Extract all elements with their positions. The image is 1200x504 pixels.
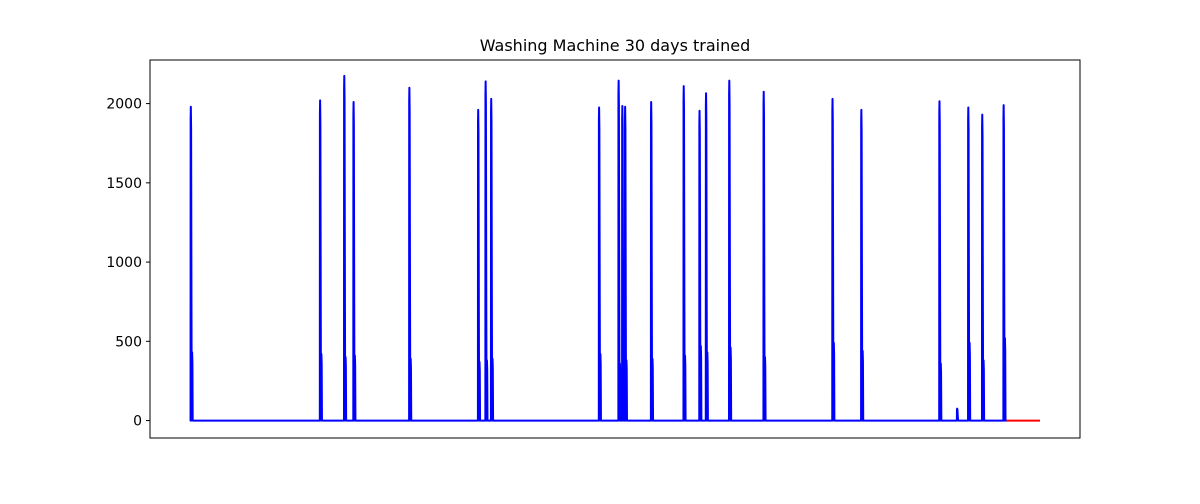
plot-area: [189, 74, 1041, 422]
axes-frame: [149, 59, 1081, 439]
y-tick-label: 2000: [106, 97, 142, 113]
y-axis: 0 500 1000 1500 2000: [106, 97, 150, 430]
y-tick-label: 1500: [106, 176, 142, 192]
y-tick-label: 0: [133, 414, 142, 430]
actual-series-line: [189, 74, 1007, 422]
chart-title: Washing Machine 30 days trained: [480, 36, 751, 55]
y-tick-label: 1000: [106, 255, 142, 271]
y-tick-label: 500: [115, 334, 142, 350]
